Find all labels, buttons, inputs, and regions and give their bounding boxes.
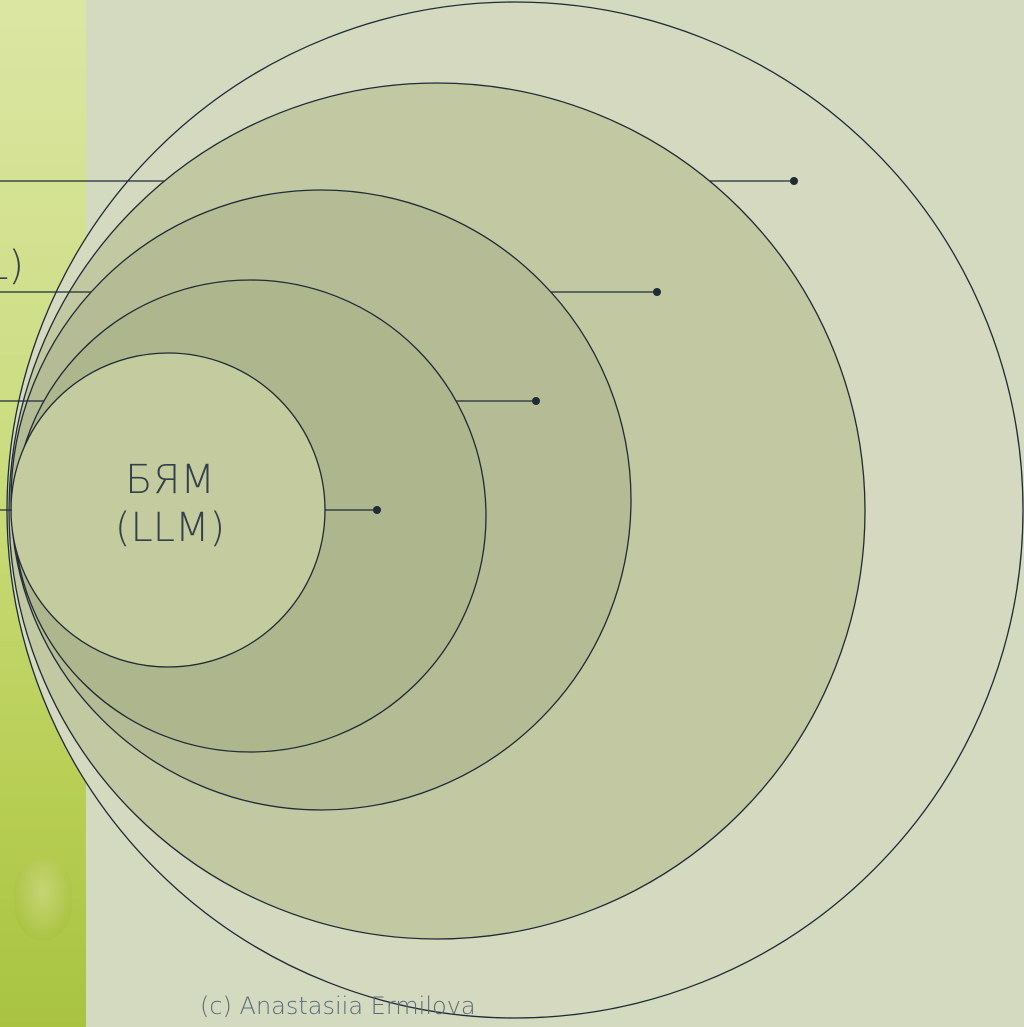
outer-layer-label-fragment: L) [0,243,24,289]
inner-circle-label: БЯМ (LLM) [60,456,280,552]
inner-label-line-2: (LLM) [114,505,226,551]
inner-label-line-1: БЯМ [125,457,215,503]
leader-dot-2 [653,288,661,296]
leader-dot-3 [532,397,540,405]
leader-dot-4 [373,506,381,514]
leader-dot-1 [790,177,798,185]
kitten-photo-fragment [14,860,72,940]
copyright-credit: (c) Anastasiia Ermilova [200,992,476,1020]
